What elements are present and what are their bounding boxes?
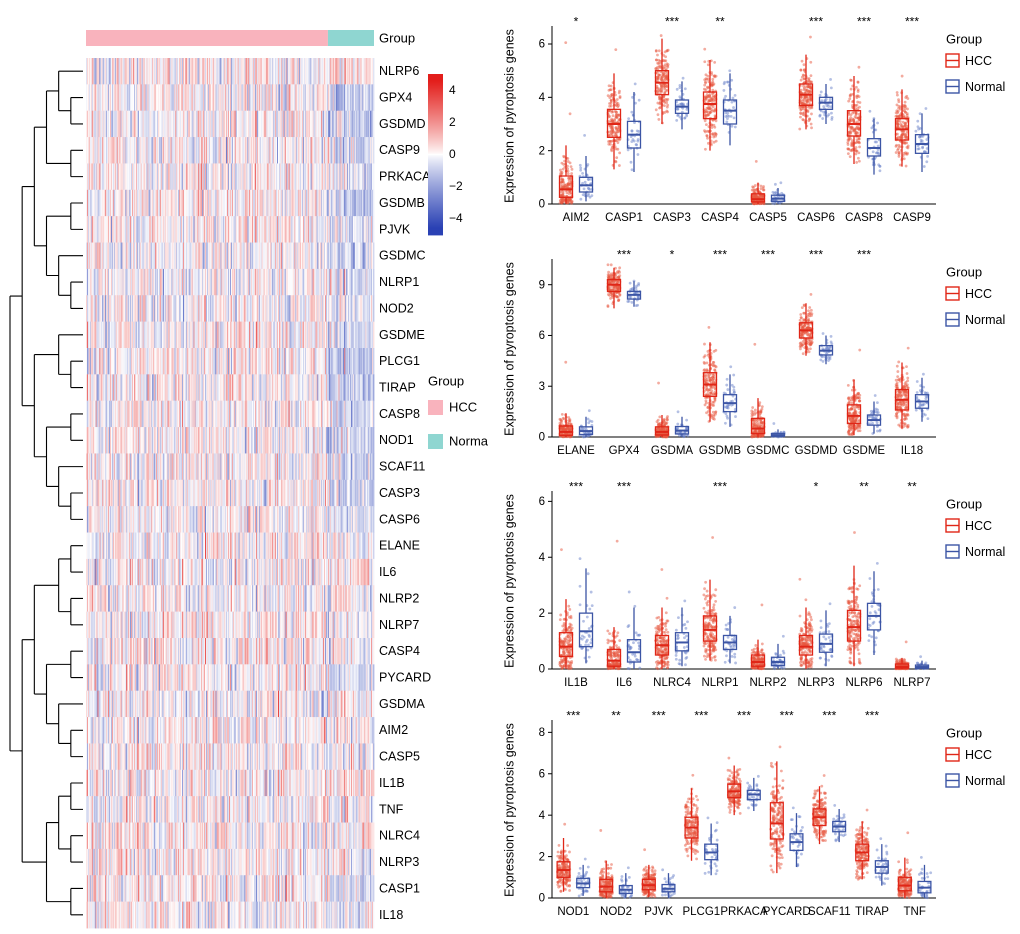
- boxplot-panels-canvas: [488, 0, 1020, 934]
- heatmap-dendrogram-canvas: [0, 0, 488, 934]
